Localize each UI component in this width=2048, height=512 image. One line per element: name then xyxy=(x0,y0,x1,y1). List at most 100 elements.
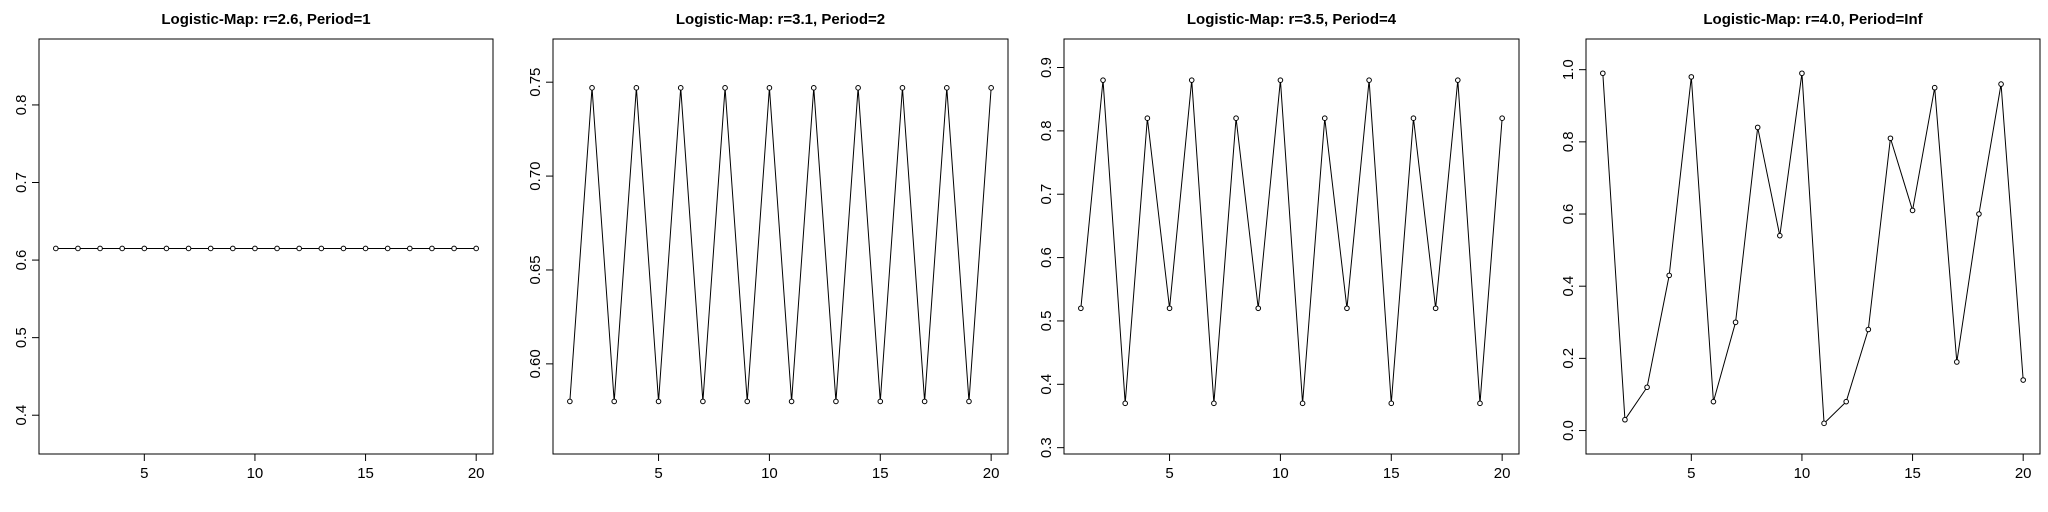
data-point xyxy=(473,245,479,252)
data-point xyxy=(966,398,972,405)
data-point xyxy=(1299,400,1306,407)
data-point xyxy=(1754,124,1761,131)
data-point xyxy=(921,398,928,405)
data-point xyxy=(207,245,214,252)
data-point xyxy=(141,245,148,252)
y-tick-label: 0.4 xyxy=(1560,276,1577,297)
data-point xyxy=(1255,305,1262,312)
data-point xyxy=(1321,115,1328,121)
data-point xyxy=(1211,400,1217,407)
panel-1: Logistic-Map: r=2.6, Period=1 5 10 15 20 0.4… xyxy=(13,11,494,482)
data-point xyxy=(810,85,817,91)
x-tick-label: 10 xyxy=(247,465,264,482)
y-tick-label: 0.75 xyxy=(527,68,544,97)
data-point xyxy=(744,398,751,405)
data-point xyxy=(451,245,457,252)
x-tick-label: 20 xyxy=(2015,465,2032,482)
y-tick-label: 0.7 xyxy=(1038,184,1055,205)
x-tick-label: 10 xyxy=(1794,465,1811,482)
y-tick-label: 0.8 xyxy=(1038,120,1055,141)
data-point xyxy=(833,398,839,405)
data-point xyxy=(1366,77,1372,83)
x-tick-label: 20 xyxy=(1494,465,1511,482)
data-point xyxy=(296,245,302,252)
data-point xyxy=(855,85,861,91)
data-point xyxy=(318,245,325,252)
panel-4-plot-frame xyxy=(1585,38,2041,455)
y-tick-label: 0.6 xyxy=(13,250,30,271)
data-point xyxy=(611,398,617,405)
data-point xyxy=(1865,326,1872,333)
y-tick-label: 0.8 xyxy=(13,95,30,116)
data-point xyxy=(766,85,773,91)
data-point xyxy=(1954,359,1960,365)
data-point xyxy=(1344,305,1350,312)
data-point xyxy=(2020,377,2026,383)
data-point xyxy=(274,245,280,252)
panel-2-plot-frame xyxy=(552,38,1009,455)
y-tick-label: 0.6 xyxy=(1038,247,1055,268)
panel-3-title: Logistic-Map: r=3.5, Period=4 xyxy=(1187,11,1397,28)
data-point xyxy=(1233,115,1239,121)
panel-4-title: Logistic-Map: r=4.0, Period=Inf xyxy=(1703,11,1923,28)
data-point xyxy=(163,245,170,252)
data-point xyxy=(899,85,906,91)
y-tick-label: 0.4 xyxy=(1038,374,1055,395)
data-point xyxy=(1388,400,1395,407)
x-tick-label: 5 xyxy=(654,465,662,482)
data-point xyxy=(1821,420,1827,427)
data-point xyxy=(589,85,595,91)
data-point xyxy=(1499,115,1505,121)
panel-2: Logistic-Map: r=3.1, Period=2 5 10 15 20 0.6… xyxy=(527,11,1009,482)
panel-1-title: Logistic-Map: r=2.6, Period=1 xyxy=(161,11,370,28)
y-tick-label: 0.4 xyxy=(13,405,30,426)
panel-4: Logistic-Map: r=4.0, Period=Inf 5 10 15 20 0… xyxy=(1560,11,2041,482)
data-point xyxy=(633,85,640,91)
panel-2-title: Logistic-Map: r=3.1, Period=2 xyxy=(676,11,885,28)
panel-3-plot-frame xyxy=(1063,38,1520,455)
y-tick-label: 0.60 xyxy=(527,349,544,378)
series-line xyxy=(1080,80,1503,404)
y-tick-label: 0.8 xyxy=(1560,131,1577,152)
data-point xyxy=(1166,305,1173,312)
panel-1-plot-frame xyxy=(38,38,494,455)
x-tick-label: 5 xyxy=(140,465,148,482)
data-point xyxy=(185,245,192,252)
x-tick-label: 10 xyxy=(761,465,778,482)
data-point xyxy=(1998,81,2004,87)
data-point xyxy=(1144,115,1151,121)
data-point xyxy=(677,85,684,91)
data-point xyxy=(1622,416,1628,423)
data-point xyxy=(1843,398,1849,405)
data-point xyxy=(97,245,103,252)
data-point xyxy=(1410,115,1417,121)
data-point xyxy=(75,245,81,252)
y-tick-label: 0.6 xyxy=(1560,204,1577,225)
data-point xyxy=(988,85,994,91)
data-point xyxy=(407,245,413,252)
data-point xyxy=(384,245,391,252)
data-point xyxy=(1188,77,1195,83)
data-point xyxy=(944,85,950,91)
data-point xyxy=(1710,398,1717,405)
data-point xyxy=(1688,74,1695,80)
x-tick-label: 15 xyxy=(1904,465,1921,482)
data-point xyxy=(700,398,706,405)
y-tick-label: 0.5 xyxy=(13,327,30,348)
data-point xyxy=(429,245,435,252)
x-tick-label: 15 xyxy=(357,465,374,482)
data-point xyxy=(1455,77,1461,83)
y-tick-label: 0.7 xyxy=(13,172,30,193)
data-point xyxy=(877,398,884,405)
y-tick-label: 0.5 xyxy=(1038,311,1055,332)
data-point xyxy=(1277,77,1284,83)
data-point xyxy=(1078,305,1084,312)
y-tick-label: 0.2 xyxy=(1560,348,1577,369)
data-point xyxy=(230,245,236,252)
series-line xyxy=(569,87,992,402)
series-line xyxy=(1602,73,2024,425)
data-point xyxy=(1887,135,1894,142)
panel-3: Logistic-Map: r=3.5, Period=4 5 10 15 20 0.3… xyxy=(1038,11,1520,482)
data-point xyxy=(119,245,125,252)
data-point xyxy=(1931,84,1938,91)
